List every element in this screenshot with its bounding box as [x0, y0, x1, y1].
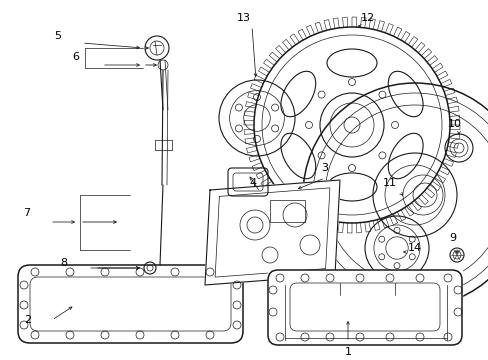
Text: 14: 14 — [407, 243, 421, 253]
Text: 12: 12 — [360, 13, 374, 23]
Text: 1: 1 — [344, 347, 351, 357]
Text: 9: 9 — [448, 233, 456, 243]
Text: 7: 7 — [23, 208, 30, 218]
Bar — [269, 200, 305, 222]
Text: 6: 6 — [72, 52, 80, 62]
Text: 8: 8 — [61, 258, 67, 268]
Text: 3: 3 — [321, 163, 328, 173]
Text: 5: 5 — [54, 31, 61, 41]
Polygon shape — [267, 270, 461, 345]
Text: 11: 11 — [382, 178, 396, 188]
Text: 2: 2 — [24, 315, 32, 325]
Text: 10: 10 — [447, 119, 461, 129]
Text: 13: 13 — [237, 13, 250, 23]
Polygon shape — [204, 180, 339, 285]
Text: 4: 4 — [249, 178, 256, 188]
